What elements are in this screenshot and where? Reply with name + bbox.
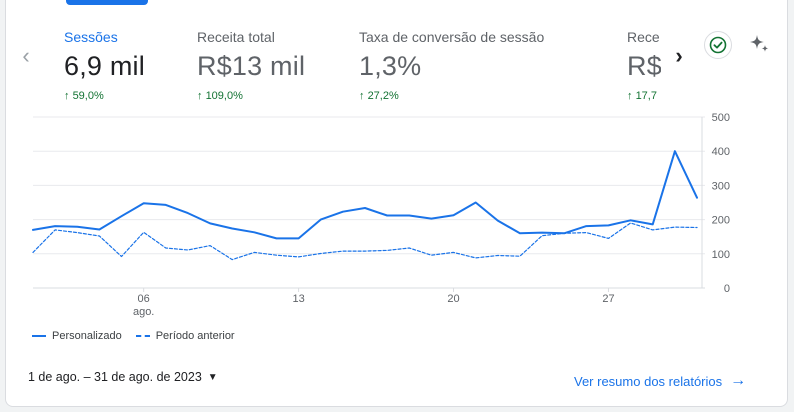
arrow-up-icon: ↑ bbox=[64, 90, 73, 102]
metric-change: ↑ 27,2% bbox=[359, 90, 399, 102]
arrow-up-icon: ↑ bbox=[197, 90, 206, 102]
metric-value: 1,3% bbox=[359, 51, 422, 81]
metric-change: ↑ 59,0% bbox=[64, 90, 104, 102]
view-link-label: Ver resumo dos relatórios bbox=[574, 373, 723, 389]
y-tick-label: 300 bbox=[712, 180, 730, 192]
metric-label: Receita total bbox=[197, 29, 275, 45]
chevron-right-icon[interactable]: › bbox=[675, 43, 683, 68]
metric-tab-sessions[interactable]: Sessões 6,9 mil ↑ 59,0% bbox=[64, 29, 145, 102]
arrow-right-icon: → bbox=[730, 372, 747, 389]
metric-value: 6,9 mil bbox=[64, 51, 145, 81]
metric-value: R$13 mil bbox=[197, 51, 306, 81]
metric-value: R$ bbox=[627, 51, 661, 81]
x-tick-label: 20 bbox=[447, 293, 459, 305]
metric-change: ↑ 109,0% bbox=[197, 90, 243, 102]
caret-down-icon: ▼ bbox=[207, 371, 218, 383]
legend-item-current: Personalizado bbox=[32, 330, 122, 342]
view-reports-summary-link[interactable]: Ver resumo dos relatórios → bbox=[574, 372, 746, 390]
arrow-up-icon: ↑ bbox=[627, 90, 636, 102]
sparkle-icon[interactable] bbox=[746, 31, 772, 57]
x-tick-label: 13 bbox=[292, 293, 304, 305]
x-tick-sublabel: ago. bbox=[133, 306, 154, 318]
series-line-current bbox=[32, 150, 698, 240]
overview-card: ‹ Sessões 6,9 mil ↑ 59,0% Receita total … bbox=[5, 0, 788, 407]
x-tick-label: 06 bbox=[138, 293, 150, 305]
y-tick-label: 500 bbox=[712, 112, 730, 124]
active-tab-indicator bbox=[66, 0, 148, 5]
metric-label: Rece bbox=[627, 29, 660, 45]
date-range-label: 1 de ago. – 31 de ago. de 2023 bbox=[28, 370, 202, 384]
check-circle-icon[interactable] bbox=[704, 31, 732, 59]
series-line-previous bbox=[32, 222, 698, 261]
y-tick-label: 200 bbox=[712, 215, 730, 227]
x-tick-label: 27 bbox=[602, 293, 614, 305]
y-tick-label: 100 bbox=[712, 249, 730, 261]
y-tick-label: 0 bbox=[724, 283, 730, 295]
metric-tab-partial[interactable]: Rece R$ ↑ 17,7 bbox=[627, 29, 661, 102]
y-tick-label: 400 bbox=[712, 146, 730, 158]
metric-label: Sessões bbox=[64, 29, 118, 45]
metric-change: ↑ 17,7 bbox=[627, 90, 657, 102]
chart-legend: Personalizado Período anterior bbox=[32, 330, 249, 342]
legend-item-previous: Período anterior bbox=[135, 330, 235, 342]
date-range-selector[interactable]: 1 de ago. – 31 de ago. de 2023 ▼ bbox=[28, 370, 218, 384]
metric-tab-total-revenue[interactable]: Receita total R$13 mil ↑ 109,0% bbox=[197, 29, 305, 102]
arrow-up-icon: ↑ bbox=[359, 90, 368, 102]
metric-label: Taxa de conversão de sessão bbox=[359, 29, 545, 45]
metric-tab-conversion-rate[interactable]: Taxa de conversão de sessão 1,3% ↑ 27,2% bbox=[359, 29, 544, 102]
chevron-left-icon[interactable]: ‹ bbox=[22, 43, 30, 68]
